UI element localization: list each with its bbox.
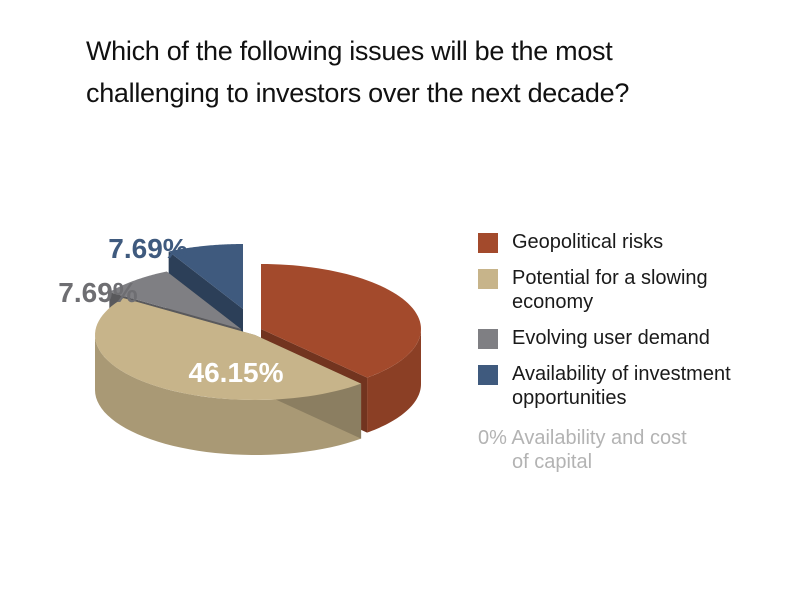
legend-item-investment-opportunities: Availability of investment opportunities (478, 362, 778, 410)
chart-title-line-1: Which of the following issues will be th… (86, 36, 613, 66)
chart-legend: Geopolitical risks Potential for a slowi… (478, 230, 778, 474)
chart-title-line-2: challenging to investors over the next d… (86, 78, 630, 108)
zero-value-note-line-1: 0% Availability and cost (478, 427, 687, 449)
legend-label-slowing-economy-line-1: Potential for a slowing (512, 267, 708, 289)
legend-label-investment-opportunities-line-1: Availability of investment (512, 363, 731, 385)
pie-label-potential-for-a-slowing-economy: 46.15% (189, 357, 284, 388)
legend-item-geopolitical-risks: Geopolitical risks (478, 230, 778, 254)
pie-slice-potential-for-a-slowing-economy (95, 298, 362, 455)
pie-slice-top-availability-of-investment-opportunities (168, 244, 243, 309)
legend-swatch-slowing-economy (478, 269, 498, 289)
pie-slice-top-geopolitical-risks (261, 264, 421, 378)
chart-title: Which of the following issues will be th… (86, 30, 766, 114)
legend-swatch-investment-opportunities (478, 365, 498, 385)
legend-label-slowing-economy-line-2: economy (512, 291, 594, 313)
legend-label-geopolitical-risks: Geopolitical risks (512, 231, 664, 253)
legend-label-evolving-user-demand: Evolving user demand (512, 327, 710, 349)
pie-slice-side-potential-for-a-slowing-economy (95, 335, 362, 455)
pie-slice-top-evolving-user-demand (109, 271, 241, 329)
zero-value-note: 0% Availability and cost of capital (478, 426, 778, 474)
pie-slice-top-potential-for-a-slowing-economy (95, 298, 362, 400)
legend-swatch-geopolitical-risks (478, 233, 498, 253)
pie-label-geopolitical-risks: 38.46% (271, 237, 366, 268)
legend-item-evolving-user-demand: Evolving user demand (478, 326, 778, 350)
pie-slice-side-geopolitical-risks (367, 329, 421, 433)
pie-label-availability-of-investment-opportunities: 7.69% (108, 233, 187, 264)
pie-label-evolving-user-demand: 7.69% (58, 277, 137, 308)
legend-item-slowing-economy: Potential for a slowing economy (478, 266, 778, 314)
legend-swatch-evolving-user-demand (478, 329, 498, 349)
zero-value-note-line-2: of capital (512, 451, 593, 473)
legend-label-investment-opportunities-line-2: opportunities (512, 387, 627, 409)
